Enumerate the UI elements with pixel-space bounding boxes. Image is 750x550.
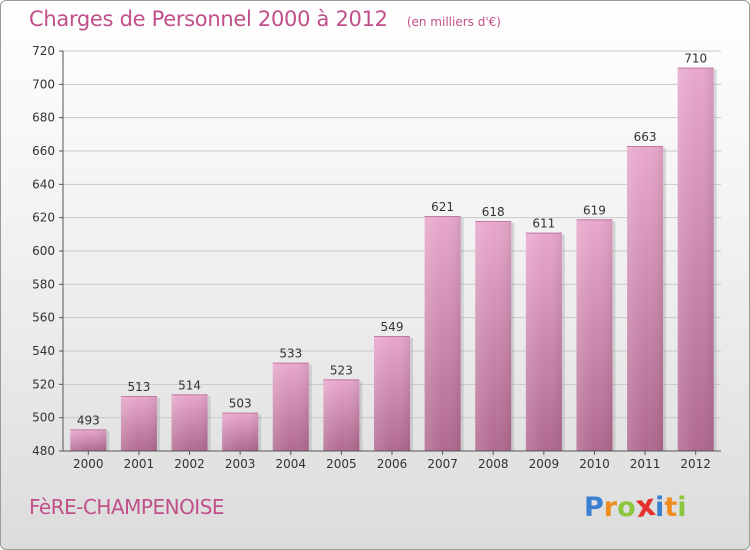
x-tick-label: 2005: [326, 457, 357, 471]
x-tick-label: 2002: [174, 457, 205, 471]
chart-subtitle: (en milliers d'€): [406, 15, 501, 29]
bar-sheen: [576, 219, 613, 451]
bar-sheen: [323, 379, 360, 451]
data-label: 619: [583, 203, 606, 217]
commune-name: FèRE-CHAMPENOISE: [29, 495, 225, 519]
y-tick-label: 500: [32, 411, 55, 425]
data-label: 663: [634, 130, 657, 144]
data-label: 514: [178, 378, 201, 392]
x-tick-label: 2011: [630, 457, 661, 471]
proxiti-logo: Proxiti: [584, 487, 687, 526]
logo-letter: x: [633, 487, 658, 526]
logo-letter: o: [617, 492, 636, 523]
data-label: 710: [684, 52, 707, 66]
y-tick-label: 720: [32, 44, 55, 58]
x-tick-label: 2003: [225, 457, 256, 471]
bar-sheen: [70, 429, 107, 451]
y-tick-label: 600: [32, 244, 55, 258]
bar-sheen: [374, 336, 410, 451]
logo-letter: t: [664, 492, 678, 523]
bar-sheen: [222, 412, 259, 451]
bar-sheen: [677, 67, 714, 452]
bar-sheen: [424, 216, 461, 451]
x-tick-label: 2000: [73, 457, 104, 471]
data-label: 533: [279, 347, 302, 361]
data-label: 618: [482, 205, 505, 219]
x-tick-label: 2007: [427, 457, 458, 471]
data-label: 549: [381, 320, 404, 334]
x-tick-label: 2008: [478, 457, 509, 471]
x-tick-label: 2004: [275, 457, 306, 471]
y-tick-label: 700: [32, 77, 55, 91]
chart-title: Charges de Personnel 2000 à 2012: [29, 7, 388, 31]
bar-sheen: [627, 146, 664, 451]
y-tick-label: 540: [32, 344, 55, 358]
logo-letter: i: [677, 492, 687, 523]
data-label: 503: [229, 397, 252, 411]
title-row: Charges de Personnel 2000 à 2012 (en mil…: [29, 7, 501, 31]
x-tick-label: 2009: [529, 457, 560, 471]
x-tick-label: 2006: [377, 457, 408, 471]
data-label: 621: [431, 200, 454, 214]
data-label: 523: [330, 363, 353, 377]
y-tick-label: 560: [32, 311, 55, 325]
logo-letter: r: [603, 492, 618, 523]
logo-letter: i: [655, 492, 665, 523]
bar-sheen: [475, 221, 512, 451]
bar-sheen: [272, 362, 309, 451]
data-label: 493: [77, 413, 100, 427]
bar-sheen: [171, 394, 208, 451]
x-tick-label: 2010: [579, 457, 610, 471]
y-tick-label: 640: [32, 177, 55, 191]
x-tick-label: 2012: [680, 457, 711, 471]
y-tick-label: 580: [32, 277, 55, 291]
x-tick-label: 2001: [124, 457, 155, 471]
data-label: 611: [532, 217, 555, 231]
bar-sheen: [120, 396, 157, 451]
bar-sheen: [525, 232, 562, 451]
data-label: 513: [127, 380, 150, 394]
y-tick-label: 620: [32, 211, 55, 225]
y-tick-label: 520: [32, 377, 55, 391]
y-tick-label: 480: [32, 444, 55, 458]
y-tick-label: 680: [32, 111, 55, 125]
logo-letter: P: [584, 492, 604, 523]
y-tick-label: 660: [32, 144, 55, 158]
